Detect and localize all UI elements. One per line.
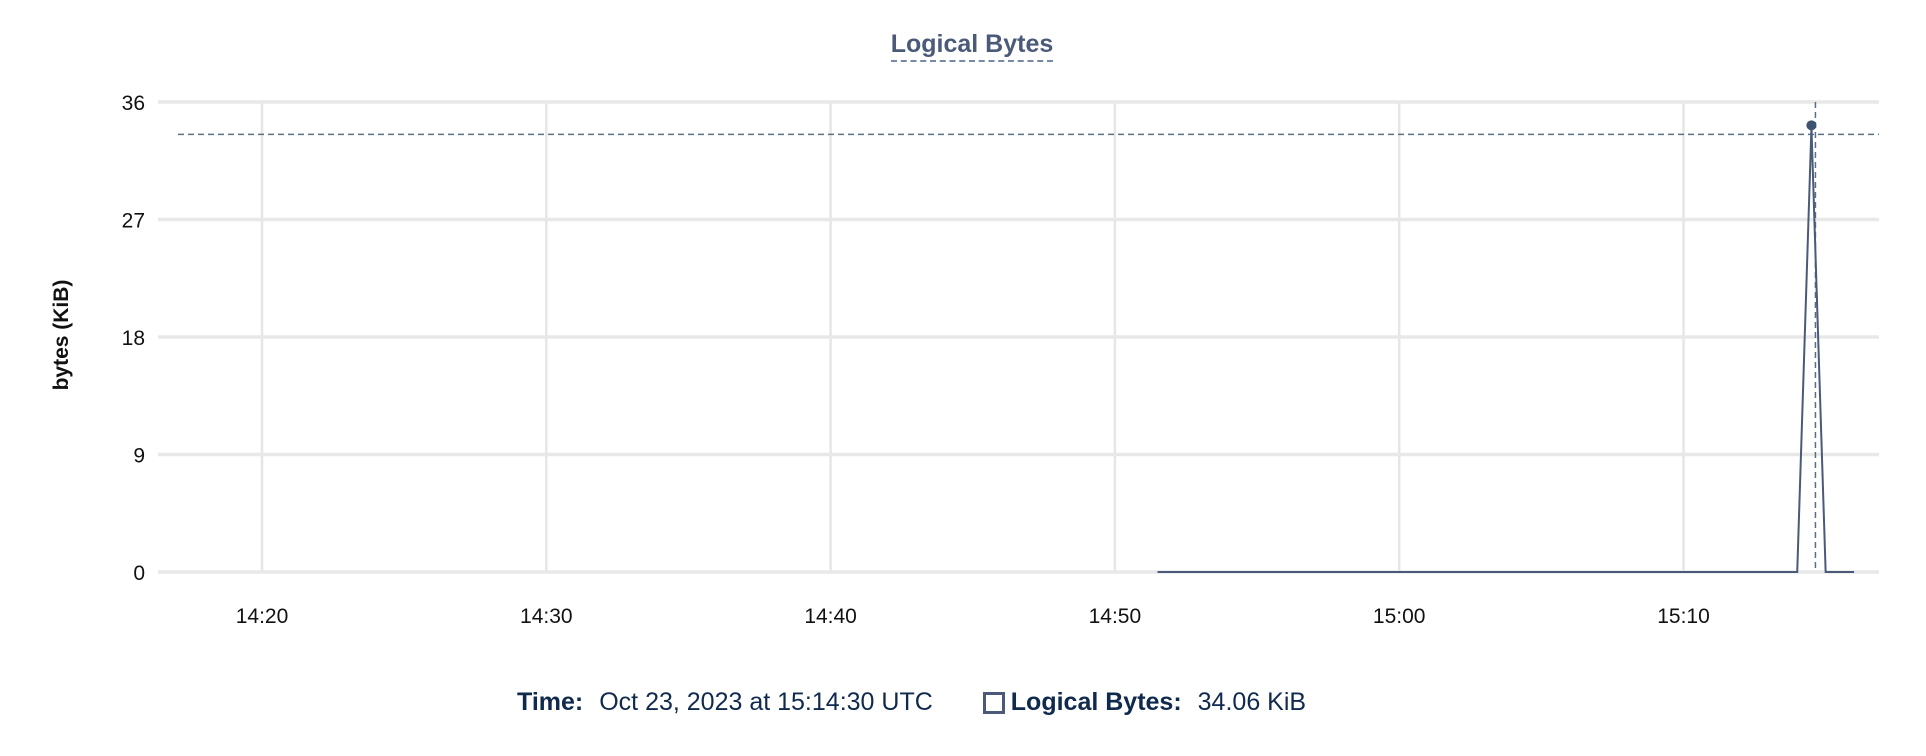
y-tick-label: 27: [122, 210, 145, 233]
series-swatch-icon[interactable]: [982, 691, 1005, 714]
series-value: 34.06 KiB: [1197, 688, 1307, 716]
y-tick-label: 18: [122, 327, 145, 350]
hover-point-marker: [1806, 120, 1817, 131]
x-tick-label: 15:00: [1373, 605, 1426, 628]
series-label: Logical Bytes:: [1010, 688, 1182, 716]
y-tick-label: 9: [133, 445, 145, 468]
x-tick-label: 14:20: [236, 605, 289, 628]
time-value: Oct 23, 2023 at 15:14:30 UTC: [599, 688, 933, 716]
y-tick-label: 0: [133, 562, 145, 585]
x-tick-label: 15:10: [1657, 605, 1710, 628]
time-label: Time:: [517, 688, 584, 716]
y-tick-label: 36: [122, 92, 145, 115]
x-tick-label: 14:30: [520, 605, 573, 628]
series-line: [1157, 127, 1855, 573]
chart-title[interactable]: Logical Bytes: [0, 30, 1926, 62]
x-tick-label: 14:50: [1089, 605, 1142, 628]
hover-legend: Time: Oct 23, 2023 at 15:14:30 UTC Logic…: [517, 688, 1306, 717]
x-tick-label: 14:40: [804, 605, 857, 628]
chart-title-text: Logical Bytes: [890, 30, 1054, 62]
